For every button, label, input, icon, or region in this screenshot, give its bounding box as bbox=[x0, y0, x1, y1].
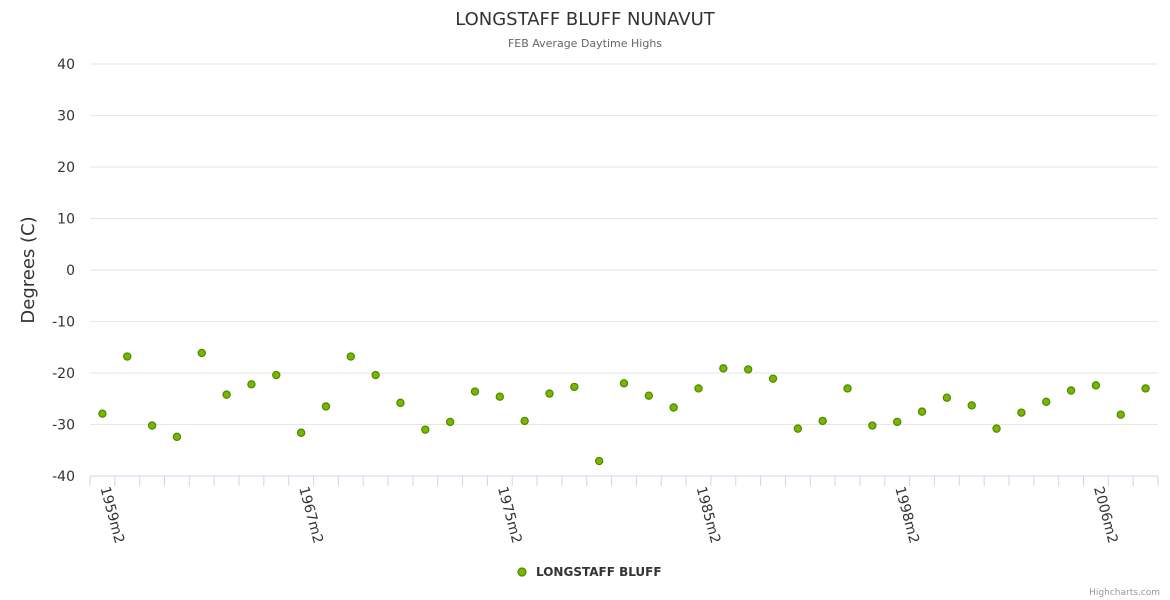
data-point[interactable] bbox=[445, 417, 455, 427]
y-tick-label: -10 bbox=[52, 315, 75, 331]
data-point[interactable] bbox=[321, 402, 331, 411]
data-point[interactable] bbox=[98, 409, 107, 418]
data-point[interactable] bbox=[1141, 384, 1150, 393]
x-tick-label: 1985m2 bbox=[693, 485, 724, 545]
data-point[interactable] bbox=[967, 401, 976, 410]
data-point[interactable] bbox=[346, 352, 355, 361]
data-point[interactable] bbox=[942, 393, 952, 402]
data-point[interactable] bbox=[1091, 381, 1101, 390]
data-point[interactable] bbox=[917, 407, 927, 416]
y-tick-label: 40 bbox=[57, 57, 75, 73]
data-point[interactable] bbox=[719, 364, 728, 373]
y-axis-label: Degrees (C) bbox=[18, 216, 39, 323]
data-point[interactable] bbox=[594, 456, 604, 466]
y-axis-ticks: 40 30 20 10 0 -10 -20 -30 -40 bbox=[52, 57, 75, 485]
data-point[interactable] bbox=[1017, 408, 1026, 417]
y-tick-label: 30 bbox=[57, 109, 75, 125]
data-point[interactable] bbox=[768, 374, 778, 383]
data-point[interactable] bbox=[669, 403, 678, 412]
data-points[interactable] bbox=[98, 348, 1150, 466]
chart-title: LONGSTAFF BLUFF NUNAVUT bbox=[455, 9, 716, 30]
data-point[interactable] bbox=[570, 382, 579, 392]
data-point[interactable] bbox=[818, 416, 827, 426]
y-tick-label: 20 bbox=[57, 160, 75, 176]
data-point[interactable] bbox=[619, 379, 629, 388]
chart-subtitle: FEB Average Daytime Highs bbox=[508, 37, 662, 50]
data-point[interactable] bbox=[1066, 386, 1076, 395]
data-point[interactable] bbox=[793, 424, 803, 433]
y-tick-label: 10 bbox=[57, 212, 75, 228]
data-point[interactable] bbox=[743, 365, 753, 374]
legend[interactable]: LONGSTAFF BLUFF bbox=[517, 565, 662, 579]
data-point[interactable] bbox=[421, 425, 430, 434]
legend-marker-icon[interactable] bbox=[517, 567, 527, 577]
data-point[interactable] bbox=[197, 348, 206, 358]
data-point[interactable] bbox=[371, 370, 380, 380]
legend-item-label[interactable]: LONGSTAFF BLUFF bbox=[536, 565, 662, 579]
data-point[interactable] bbox=[272, 370, 281, 380]
x-tick-label: 1959m2 bbox=[97, 485, 128, 545]
data-point[interactable] bbox=[495, 392, 505, 401]
data-point[interactable] bbox=[843, 384, 852, 393]
y-tick-label: -40 bbox=[52, 469, 75, 485]
data-point[interactable] bbox=[172, 432, 182, 442]
grid-layer bbox=[90, 63, 1158, 425]
data-point[interactable] bbox=[694, 384, 703, 393]
y-tick-label: -20 bbox=[52, 366, 75, 382]
y-tick-label: -30 bbox=[52, 418, 75, 434]
x-axis: 1959m2 1967m2 1975m2 1985m2 1998m2 2006m2 bbox=[89, 475, 1159, 545]
data-point[interactable] bbox=[296, 428, 306, 437]
x-tick-label: 1998m2 bbox=[891, 485, 922, 545]
data-point[interactable] bbox=[893, 417, 902, 427]
y-tick-label: 0 bbox=[66, 263, 75, 279]
data-point[interactable] bbox=[520, 416, 529, 426]
data-point[interactable] bbox=[868, 421, 877, 430]
x-tick-label: 2006m2 bbox=[1090, 485, 1121, 545]
data-point[interactable] bbox=[470, 387, 480, 396]
data-point[interactable] bbox=[396, 398, 405, 408]
data-point[interactable] bbox=[147, 421, 157, 430]
data-point[interactable] bbox=[644, 391, 654, 400]
x-tick-label: 1967m2 bbox=[295, 485, 326, 545]
data-point[interactable] bbox=[222, 390, 231, 399]
data-point[interactable] bbox=[545, 389, 554, 398]
credits-link[interactable]: Highcharts.com bbox=[1089, 588, 1160, 598]
data-point[interactable] bbox=[1116, 410, 1125, 419]
x-tick-label: 1975m2 bbox=[494, 485, 525, 545]
data-point[interactable] bbox=[1042, 397, 1051, 407]
data-point[interactable] bbox=[247, 380, 256, 389]
data-point[interactable] bbox=[992, 424, 1001, 433]
data-point[interactable] bbox=[123, 352, 132, 361]
